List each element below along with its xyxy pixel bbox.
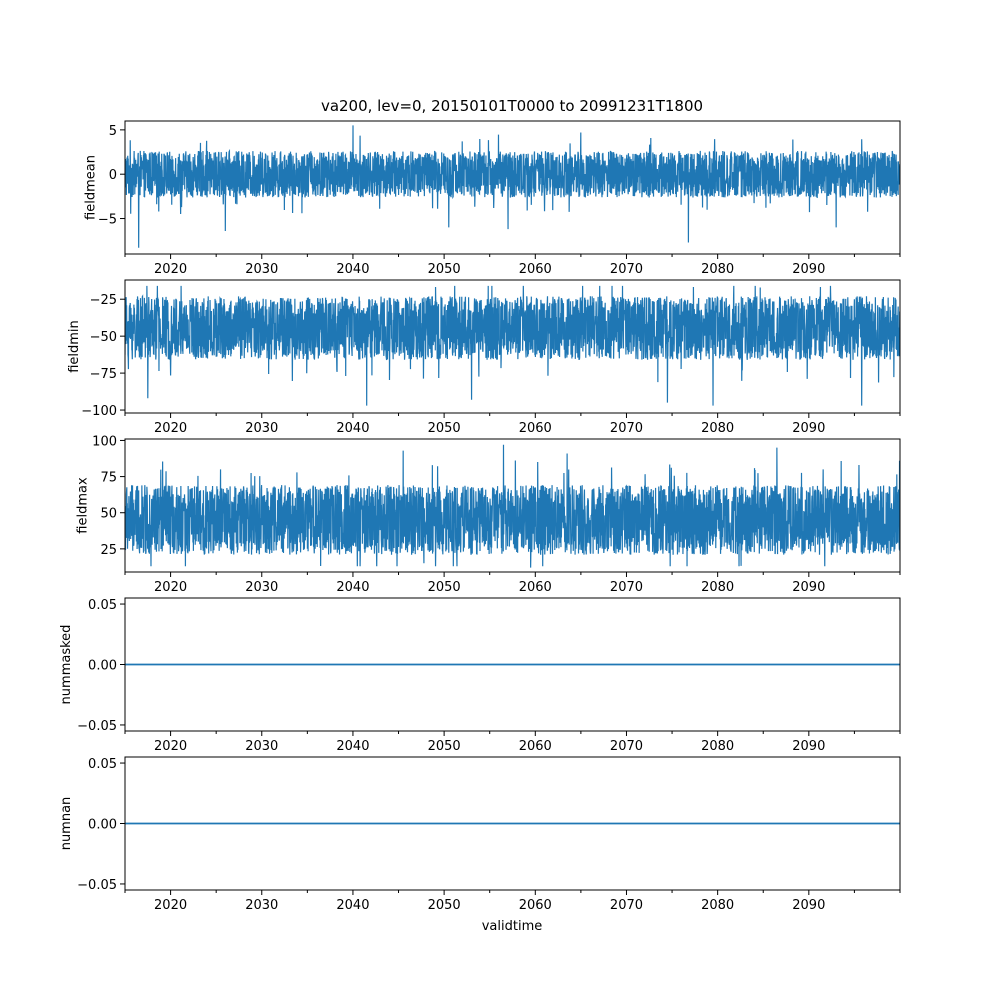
x-tick-label: 2070 [610, 262, 643, 277]
y-axis-label: fieldmax [75, 477, 90, 534]
x-tick-label: 2040 [336, 739, 369, 754]
y-axis-label: fieldmin [67, 320, 82, 373]
axes-frame [124, 120, 901, 255]
y-tick-label: 0 [109, 168, 117, 183]
x-tick-label: 2040 [336, 262, 369, 277]
chart-title: va200, lev=0, 20150101T0000 to 20991231T… [321, 97, 703, 115]
x-tick-label: 2070 [610, 898, 643, 913]
y-tick-label: −100 [81, 404, 117, 419]
x-tick-label: 2060 [519, 262, 552, 277]
x-tick-label: 2070 [610, 739, 643, 754]
x-tick-label: 2080 [701, 262, 734, 277]
x-tick-label: 2080 [701, 898, 734, 913]
x-tick-label: 2050 [428, 421, 461, 436]
y-tick-label: 0.05 [88, 598, 117, 613]
panel-numnan: 2020 2030 2040 2050 2060 2070 2080 2090 0.05 0.00… [59, 756, 901, 913]
x-tick-label: 2030 [245, 739, 278, 754]
x-tick-label: 2090 [792, 421, 825, 436]
series-fieldmax [125, 444, 900, 568]
x-tick-label: 2030 [245, 898, 278, 913]
x-tick-label: 2050 [428, 580, 461, 595]
x-tick-label: 2040 [336, 421, 369, 436]
x-tick-label: 2060 [519, 580, 552, 595]
y-tick-label: 75 [100, 471, 117, 486]
x-tick-label: 2050 [428, 739, 461, 754]
panel-fieldmean: 2020 2030 2040 2050 2060 2070 2080 2090 5 0 −5fiel… [84, 120, 901, 277]
x-tick-label: 2060 [519, 898, 552, 913]
y-tick-label: −0.05 [77, 719, 117, 734]
y-tick-label: 0.00 [88, 818, 117, 833]
x-tick-label: 2070 [610, 421, 643, 436]
x-tick-label: 2040 [336, 898, 369, 913]
x-tick-label: 2020 [154, 898, 187, 913]
panels: 2020 2030 2040 2050 2060 2070 2080 209050−5fiel… [59, 120, 901, 913]
x-tick-label: 2070 [610, 580, 643, 595]
y-tick-label: 5 [109, 124, 117, 139]
panel-fieldmin: 2020 2030 2040 2050 2060 2070 2080 2090 −25 −50 −7… [67, 279, 901, 436]
axes-frame [124, 438, 901, 573]
y-tick-label: −50 [90, 330, 117, 345]
y-tick-label: 0.05 [88, 757, 117, 772]
y-tick-label: 25 [100, 543, 117, 558]
x-tick-label: 2020 [154, 262, 187, 277]
panel-nummasked: 2020 2030 2040 2050 2060 2070 2080 2090 0.05 0.00… [59, 597, 901, 754]
x-tick-label: 2030 [245, 421, 278, 436]
y-tick-label: 0.00 [88, 659, 117, 674]
x-tick-label: 2080 [701, 580, 734, 595]
x-tick-label: 2050 [428, 898, 461, 913]
y-axis-label: numnan [59, 797, 74, 851]
x-tick-label: 2090 [792, 739, 825, 754]
y-axis-label: fieldmean [84, 155, 99, 220]
x-tick-label: 2030 [245, 262, 278, 277]
x-tick-label: 2080 [701, 739, 734, 754]
x-tick-label: 2060 [519, 421, 552, 436]
x-tick-label: 2020 [154, 580, 187, 595]
y-axis-label: nummasked [59, 625, 74, 705]
x-tick-label: 2060 [519, 739, 552, 754]
x-tick-label: 2090 [792, 262, 825, 277]
axes-frame [124, 279, 901, 414]
series-fieldmean [125, 125, 900, 248]
y-tick-label: −25 [90, 293, 117, 308]
x-tick-label: 2050 [428, 262, 461, 277]
y-tick-label: −75 [90, 367, 117, 382]
x-axis-label: validtime [482, 919, 543, 934]
x-tick-label: 2080 [701, 421, 734, 436]
y-tick-label: 100 [92, 434, 117, 449]
y-tick-label: 50 [100, 507, 117, 522]
panel-fieldmax: 2020 2030 2040 2050 2060 2070 2080 2090 100 75 50 2… [75, 434, 901, 595]
x-tick-label: 2020 [154, 421, 187, 436]
series-fieldmin [125, 285, 900, 406]
x-tick-label: 2040 [336, 580, 369, 595]
x-tick-label: 2030 [245, 580, 278, 595]
y-tick-label: −0.05 [77, 878, 117, 893]
x-tick-label: 2090 [792, 898, 825, 913]
x-tick-label: 2090 [792, 580, 825, 595]
y-tick-label: −5 [98, 213, 117, 228]
x-tick-label: 2020 [154, 739, 187, 754]
